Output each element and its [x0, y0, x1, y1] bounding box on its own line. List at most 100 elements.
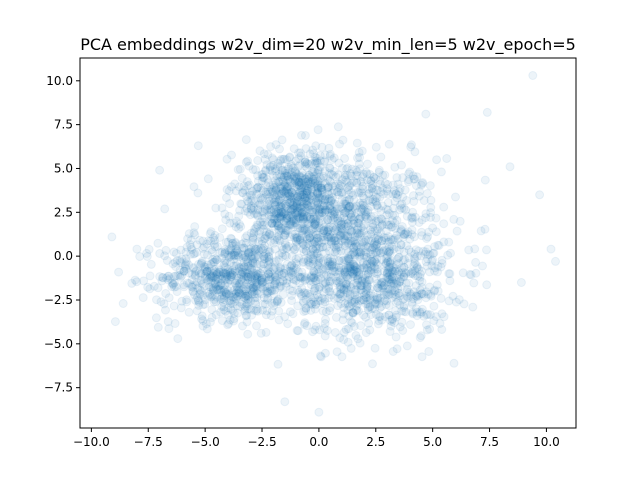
scatter-point — [202, 272, 212, 282]
scatter-point — [238, 321, 247, 331]
scatter-point — [221, 306, 231, 316]
scatter-point — [259, 224, 268, 234]
scatter-point — [410, 249, 420, 259]
scatter-point — [214, 267, 224, 277]
scatter-point — [404, 175, 414, 185]
scatter-point — [279, 268, 289, 278]
scatter-point — [307, 271, 316, 281]
scatter-point — [426, 208, 436, 218]
scatter-point — [341, 231, 351, 241]
scatter-point — [380, 170, 390, 180]
scatter-point — [300, 275, 310, 285]
scatter-point — [301, 232, 311, 242]
scatter-point — [429, 248, 439, 258]
scatter-point — [388, 222, 398, 232]
scatter-point — [219, 297, 228, 307]
scatter-point — [278, 276, 288, 286]
scatter-point — [408, 207, 418, 217]
scatter-point — [357, 228, 367, 238]
scatter-point — [236, 264, 246, 274]
scatter-point — [398, 173, 408, 183]
scatter-point — [232, 288, 241, 298]
scatter-point — [352, 178, 362, 188]
scatter-point — [181, 264, 191, 274]
scatter-point — [265, 284, 275, 294]
scatter-point — [256, 268, 266, 278]
scatter-point — [352, 271, 362, 281]
scatter-point — [207, 271, 217, 281]
scatter-point — [336, 228, 346, 238]
scatter-point — [279, 209, 289, 219]
scatter-point — [208, 258, 218, 268]
scatter-point — [516, 278, 526, 287]
scatter-point — [249, 286, 259, 296]
scatter-point — [354, 229, 363, 239]
scatter-point — [385, 267, 395, 277]
scatter-point — [321, 230, 331, 240]
scatter-point — [211, 273, 220, 283]
scatter-point — [211, 203, 221, 213]
scatter-point — [215, 265, 225, 275]
scatter-point — [366, 176, 376, 185]
scatter-point — [299, 214, 309, 224]
scatter-point — [205, 229, 215, 239]
scatter-point — [337, 223, 346, 233]
scatter-point — [306, 261, 316, 271]
scatter-point — [248, 258, 258, 268]
scatter-point — [535, 190, 545, 200]
scatter-point — [349, 176, 359, 186]
scatter-point — [348, 271, 358, 281]
scatter-point — [356, 204, 366, 213]
scatter-point — [385, 327, 395, 336]
scatter-point — [341, 199, 351, 209]
scatter-point — [415, 186, 424, 196]
scatter-point — [316, 273, 326, 283]
scatter-point — [310, 219, 320, 229]
scatter-point — [384, 139, 394, 149]
scatter-point — [319, 224, 329, 234]
scatter-point — [275, 162, 285, 172]
scatter-point — [259, 251, 269, 261]
scatter-point — [327, 233, 337, 243]
scatter-point — [338, 270, 348, 280]
scatter-point — [344, 201, 354, 211]
scatter-point — [285, 221, 295, 231]
scatter-point — [368, 249, 378, 259]
scatter-point — [413, 262, 422, 272]
scatter-point — [395, 200, 405, 210]
scatter-point — [314, 206, 324, 215]
scatter-point — [366, 254, 376, 264]
scatter-point — [226, 272, 236, 282]
scatter-point — [235, 302, 245, 311]
scatter-point — [212, 255, 222, 265]
scatter-point — [272, 279, 282, 289]
scatter-point — [168, 259, 178, 269]
scatter-point — [311, 205, 321, 215]
scatter-point — [310, 223, 320, 233]
scatter-point — [253, 270, 263, 280]
scatter-point — [288, 309, 298, 319]
scatter-point — [324, 225, 334, 235]
y-tick-label: −2.5 — [44, 293, 73, 307]
scatter-point — [302, 199, 312, 209]
scatter-point — [190, 271, 200, 281]
scatter-point — [375, 175, 385, 185]
scatter-point — [210, 230, 220, 240]
scatter-point — [188, 281, 197, 290]
scatter-point — [297, 267, 307, 277]
scatter-point — [223, 237, 233, 247]
scatter-point — [379, 277, 388, 287]
scatter-point — [390, 218, 400, 228]
scatter-point — [248, 283, 258, 293]
scatter-point — [361, 167, 371, 177]
scatter-point — [224, 296, 234, 305]
scatter-point — [183, 234, 193, 244]
scatter-point — [208, 273, 218, 283]
scatter-point — [452, 226, 462, 236]
scatter-point — [345, 169, 355, 178]
scatter-point — [306, 191, 316, 201]
scatter-point — [337, 256, 347, 266]
scatter-point — [346, 212, 356, 222]
scatter-point — [204, 282, 214, 292]
